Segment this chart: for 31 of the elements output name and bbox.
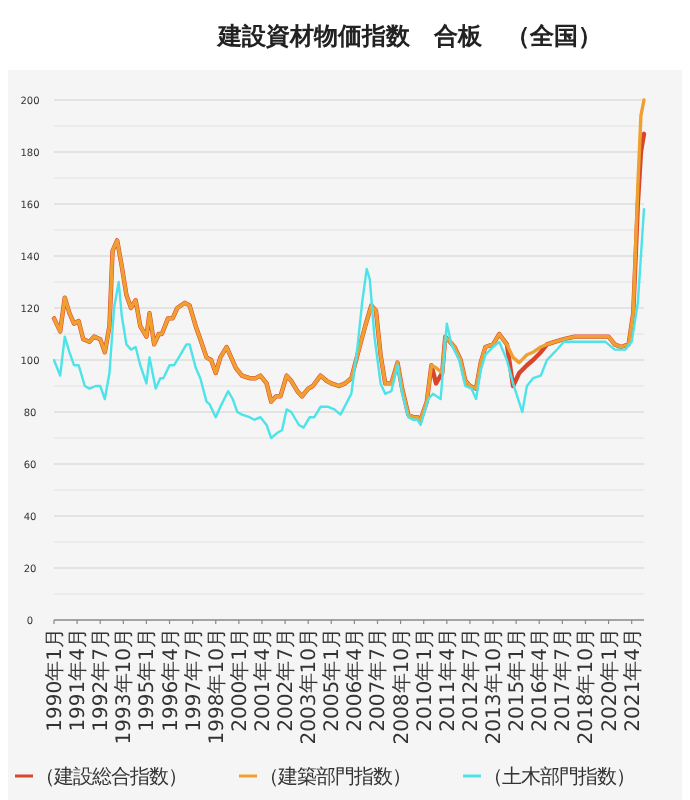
- x-tick-label: 2020年1月: [597, 628, 622, 732]
- x-tick-label: 2010年1月: [412, 628, 437, 732]
- x-tick-label: 2001年4月: [250, 628, 275, 732]
- legend-label: （建設総合指数）: [35, 765, 187, 789]
- x-tick-label: 2021年4月: [620, 628, 645, 732]
- x-tick-label: 2012年7月: [458, 628, 483, 732]
- x-tick-label: 2016年4月: [528, 628, 553, 732]
- x-tick-label: 1995年1月: [135, 628, 160, 732]
- x-tick-label: 2017年7月: [551, 628, 576, 732]
- x-tick-label: 1993年10月: [112, 628, 137, 745]
- x-tick-label: 1996年4月: [158, 628, 183, 732]
- x-tick-label: 2005年1月: [320, 628, 345, 732]
- legend-label: （土木部門指数）: [483, 765, 635, 789]
- x-tick-label: 2015年1月: [505, 628, 530, 732]
- x-tick-label: 2013年10月: [482, 628, 507, 745]
- x-tick-label: 2006年4月: [343, 628, 368, 732]
- x-tick-label: 2018年10月: [574, 628, 599, 745]
- x-tick-label: 1997年7月: [181, 628, 206, 732]
- x-tick-label: 2003年10月: [297, 628, 322, 745]
- x-tick-label: 1991年4月: [66, 628, 91, 732]
- x-tick-label: 2008年10月: [389, 628, 414, 745]
- x-tick-label: 2002年7月: [274, 628, 299, 732]
- x-tick-label: 1992年7月: [89, 628, 114, 732]
- x-tick-label: 2011年4月: [435, 628, 460, 732]
- x-tick-label: 2007年7月: [366, 628, 391, 732]
- legend-label: （建築部門指数）: [259, 765, 411, 789]
- x-tick-label: 1998年10月: [204, 628, 229, 745]
- line-series: [52, 208, 646, 440]
- x-tick-label: 1990年1月: [43, 628, 67, 732]
- chart-title: 建設資材物価指数 合板 （全国）: [216, 22, 602, 50]
- x-tick-label: 2000年1月: [227, 628, 252, 732]
